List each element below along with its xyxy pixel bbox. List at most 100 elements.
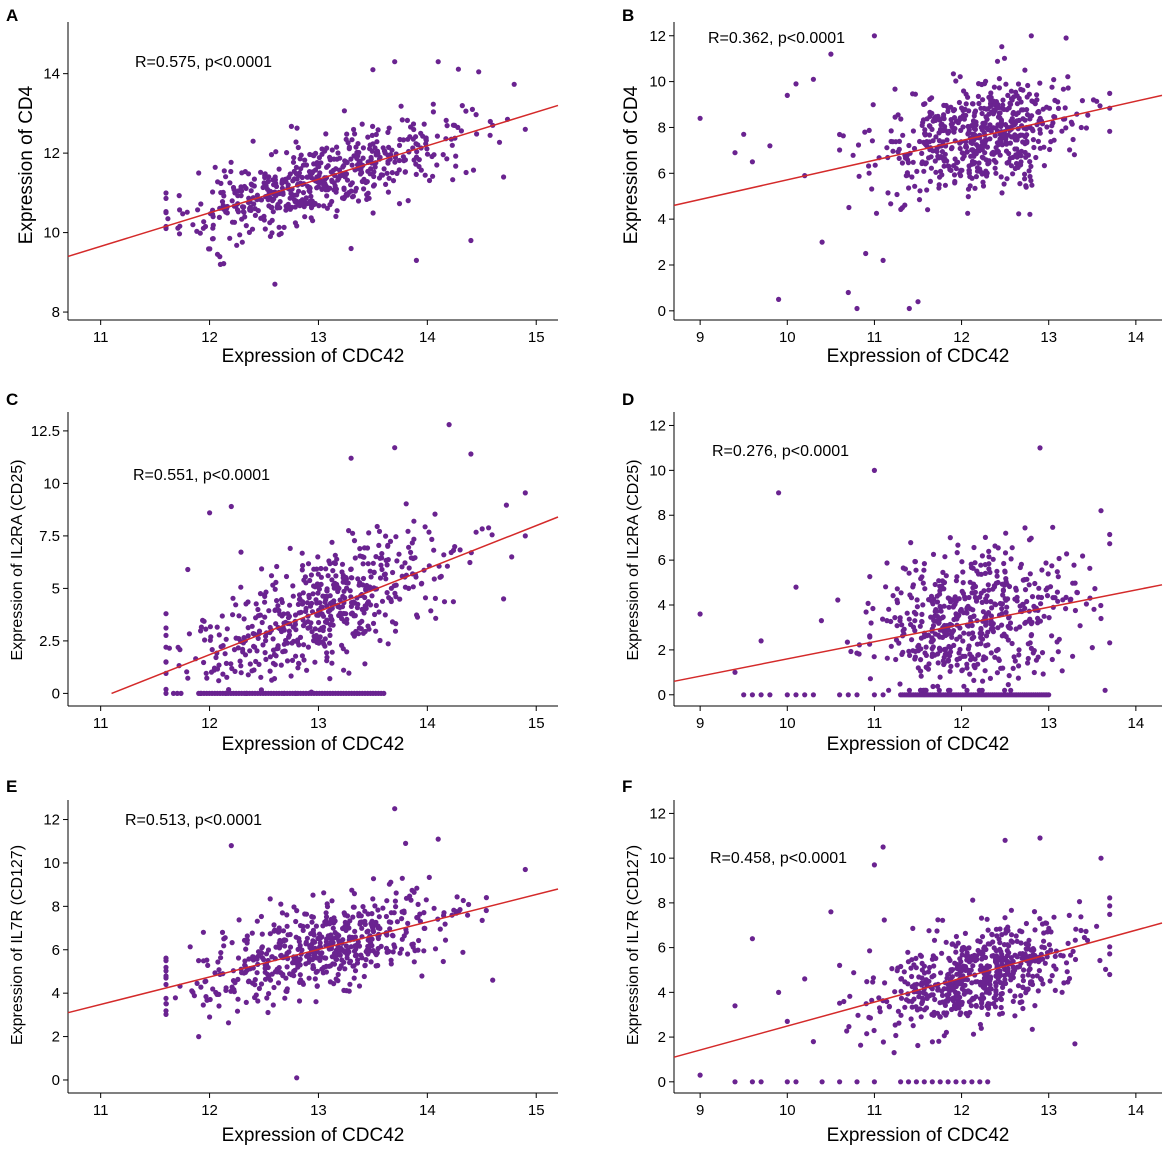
data-point: [318, 574, 324, 580]
data-point: [256, 985, 262, 992]
data-point: [776, 989, 782, 996]
data-point: [955, 613, 961, 619]
data-point: [465, 912, 471, 918]
data-point: [332, 552, 338, 558]
data-point: [793, 81, 799, 87]
regression-line: [673, 94, 1163, 207]
data-point: [819, 239, 825, 245]
data-point: [871, 33, 878, 39]
data-point: [299, 567, 305, 573]
data-point: [1008, 932, 1015, 938]
y-tick-label: 6: [658, 165, 666, 182]
data-point: [1107, 895, 1113, 901]
data-point: [937, 583, 943, 589]
data-point: [1001, 55, 1008, 61]
data-point: [1011, 654, 1017, 660]
data-point: [959, 167, 965, 173]
data-point: [335, 971, 341, 978]
data-point: [948, 104, 954, 110]
data-point: [383, 533, 389, 539]
data-point: [925, 207, 931, 213]
data-point: [869, 997, 875, 1003]
data-point: [385, 949, 392, 955]
data-point: [981, 81, 988, 87]
data-point: [176, 193, 182, 199]
data-point: [959, 952, 965, 958]
data-point: [1043, 560, 1049, 566]
data-point: [919, 150, 925, 156]
regression-line: [673, 922, 1163, 1058]
data-point: [971, 161, 977, 167]
data-point: [489, 532, 495, 538]
data-point: [950, 995, 956, 1001]
data-point: [280, 973, 286, 979]
data-point: [919, 960, 925, 967]
data-point: [1017, 928, 1023, 934]
data-point: [413, 134, 419, 140]
data-point: [909, 637, 915, 643]
data-point: [273, 653, 279, 659]
data-point: [384, 562, 390, 568]
data-point: [898, 1079, 904, 1085]
data-point: [914, 168, 920, 174]
x-tick-label: 14: [1128, 1102, 1145, 1119]
data-point: [939, 149, 946, 155]
data-point: [319, 950, 325, 956]
data-point: [1064, 551, 1070, 557]
data-point: [223, 985, 229, 991]
x-tick-label: 12: [953, 715, 970, 732]
data-point: [1051, 77, 1057, 83]
data-point: [330, 925, 336, 931]
data-point: [1077, 623, 1083, 629]
data-point: [428, 608, 434, 614]
data-point: [1028, 632, 1035, 638]
data-point: [869, 186, 875, 192]
data-point: [359, 554, 365, 560]
data-point: [297, 962, 303, 968]
data-point: [284, 923, 290, 929]
data-point: [921, 1079, 927, 1085]
data-point: [1071, 562, 1077, 568]
data-point: [349, 575, 355, 581]
data-point: [300, 563, 306, 569]
data-point: [281, 611, 287, 617]
data-point: [964, 149, 970, 155]
data-point: [947, 687, 953, 693]
data-point: [359, 121, 365, 127]
correlation-annotation: R=0.362, p<0.0001: [708, 30, 845, 47]
data-point: [1107, 903, 1113, 909]
data-point: [431, 905, 437, 911]
data-point: [414, 885, 420, 891]
data-point: [258, 169, 264, 175]
data-point: [386, 125, 392, 131]
data-point: [985, 582, 991, 588]
data-point: [956, 99, 963, 106]
data-point: [267, 931, 273, 937]
data-point: [291, 968, 297, 974]
data-point: [291, 155, 297, 161]
regression-line: [67, 104, 559, 258]
data-point: [399, 916, 405, 922]
data-point: [936, 130, 942, 136]
data-point: [894, 586, 900, 592]
data-point: [924, 187, 930, 193]
data-point: [935, 917, 941, 923]
data-point: [954, 160, 960, 166]
data-point: [948, 649, 954, 655]
data-point: [993, 159, 999, 165]
data-point: [373, 602, 379, 609]
data-point: [262, 599, 268, 605]
data-point: [222, 651, 228, 657]
y-tick-label: 12: [649, 28, 666, 45]
data-point: [904, 153, 910, 159]
data-point: [413, 257, 419, 263]
data-point: [950, 71, 957, 77]
data-point: [362, 962, 368, 968]
data-point: [980, 678, 986, 684]
data-point: [917, 623, 923, 629]
data-point: [426, 874, 432, 881]
data-point: [337, 597, 343, 603]
data-point: [1030, 973, 1036, 979]
data-point: [940, 999, 946, 1005]
data-point: [867, 634, 873, 640]
